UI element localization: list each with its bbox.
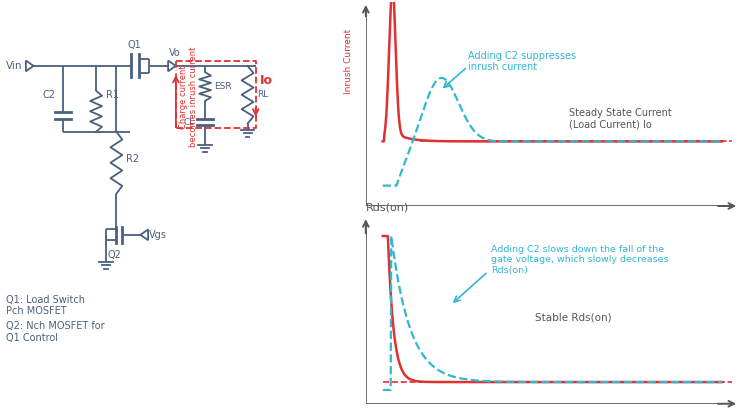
Text: Adding C2 slows down the fall of the
gate voltage, which slowly decreases
Rds(on: Adding C2 slows down the fall of the gat… — [491, 245, 669, 275]
Text: RL: RL — [257, 90, 268, 99]
Text: Io: Io — [259, 74, 273, 87]
Text: Adding C2 suppresses
inrush current: Adding C2 suppresses inrush current — [468, 51, 576, 73]
Text: R1: R1 — [106, 90, 119, 100]
Text: Rds(on): Rds(on) — [366, 202, 409, 212]
Text: Vo: Vo — [168, 48, 180, 58]
Text: Steady State Current
(Load Current) Io: Steady State Current (Load Current) Io — [569, 108, 672, 129]
Text: CL: CL — [183, 118, 195, 127]
Text: Vgs: Vgs — [149, 230, 166, 240]
Text: C2: C2 — [42, 90, 55, 100]
Text: Stable Rds(on): Stable Rds(on) — [536, 313, 612, 323]
Text: Q1: Load Switch
Pch MOSFET: Q1: Load Switch Pch MOSFET — [6, 295, 84, 316]
Text: Q2: Nch MOSFET for
Q1 Control: Q2: Nch MOSFET for Q1 Control — [6, 321, 104, 343]
Text: ESR: ESR — [214, 82, 232, 91]
Text: Q1: Q1 — [128, 40, 142, 50]
Text: Vin: Vin — [7, 61, 23, 71]
Text: Inrush Current: Inrush Current — [344, 29, 353, 94]
Text: Q2: Q2 — [108, 250, 121, 260]
Text: R2: R2 — [126, 154, 139, 164]
Text: Charge current
becomes inrush current: Charge current becomes inrush current — [179, 47, 198, 147]
